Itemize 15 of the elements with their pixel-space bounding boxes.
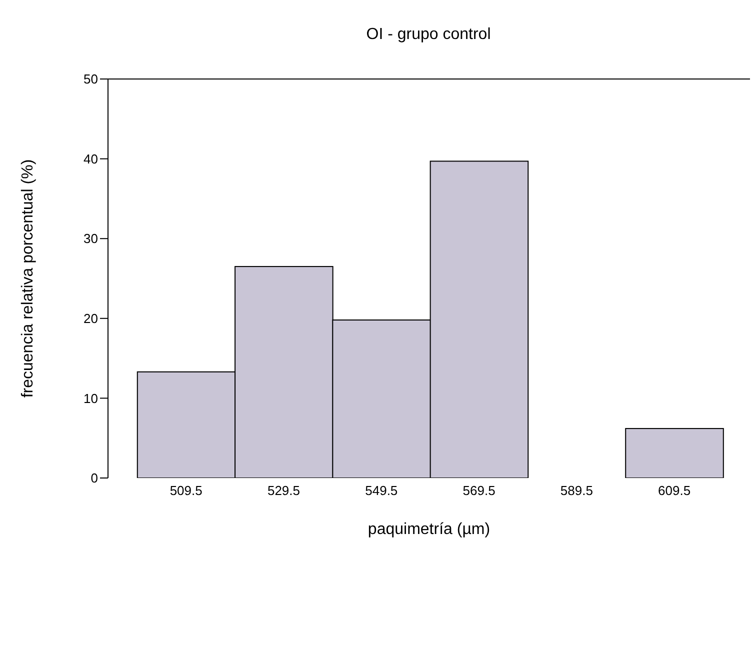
- y-tick-label: 40: [84, 151, 98, 166]
- y-tick-label: 30: [84, 231, 98, 246]
- y-tick-label: 0: [90, 470, 98, 486]
- x-axis-title: paquimetría (µm): [368, 521, 490, 538]
- y-tick-label: 20: [84, 311, 98, 326]
- y-axis-title: frecuencia relativa porcentual (%): [20, 159, 37, 398]
- x-tick-label: 509.5: [170, 483, 202, 498]
- x-tick-label: 529.5: [267, 483, 300, 498]
- x-tick-label: 569.5: [462, 483, 496, 498]
- x-tick-label: 609.5: [658, 483, 691, 498]
- x-tick-label: 589.5: [560, 483, 593, 498]
- y-tick-label: 10: [84, 390, 98, 406]
- x-tick-label: 549.5: [365, 483, 398, 498]
- chart-title: OI - grupo control: [365, 26, 492, 44]
- y-tick-label: 50: [84, 72, 98, 87]
